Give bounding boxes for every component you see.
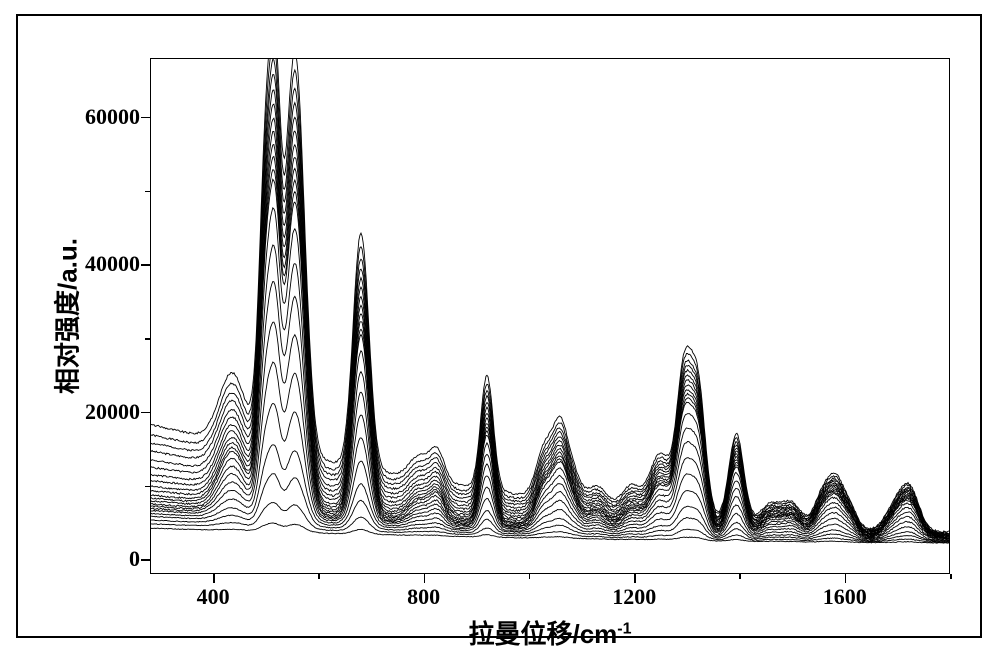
y-tick (145, 191, 150, 193)
y-tick-label: 40000 (76, 251, 140, 277)
x-tick (318, 574, 320, 579)
y-tick (141, 559, 150, 561)
x-tick (739, 574, 741, 579)
y-tick-label: 60000 (76, 104, 140, 130)
x-tick-label: 400 (197, 584, 230, 610)
x-tick (424, 574, 426, 583)
y-tick-label: 0 (124, 546, 140, 572)
x-tick-label: 800 (407, 584, 440, 610)
raman-spectra-chart (151, 59, 949, 573)
y-tick (145, 338, 150, 340)
y-tick (141, 264, 150, 266)
x-tick (213, 574, 215, 583)
x-tick-label: 1600 (823, 584, 867, 610)
x-axis-label: 拉曼位移/cm-1 (468, 614, 631, 651)
x-axis-label-text: 拉曼位移/cm (468, 619, 617, 649)
y-tick (145, 486, 150, 488)
x-tick (950, 574, 952, 579)
plot-area (150, 58, 950, 574)
x-axis-label-sup: -1 (617, 620, 631, 637)
x-tick-label: 1200 (612, 584, 656, 610)
x-tick (634, 574, 636, 583)
y-tick-label: 20000 (76, 399, 140, 425)
chart-frame: 相对强度/a.u. 拉曼位移/cm-1 40080012001600020000… (16, 14, 982, 638)
y-tick (141, 117, 150, 119)
x-tick (845, 574, 847, 583)
y-tick (141, 412, 150, 414)
x-tick (529, 574, 531, 579)
